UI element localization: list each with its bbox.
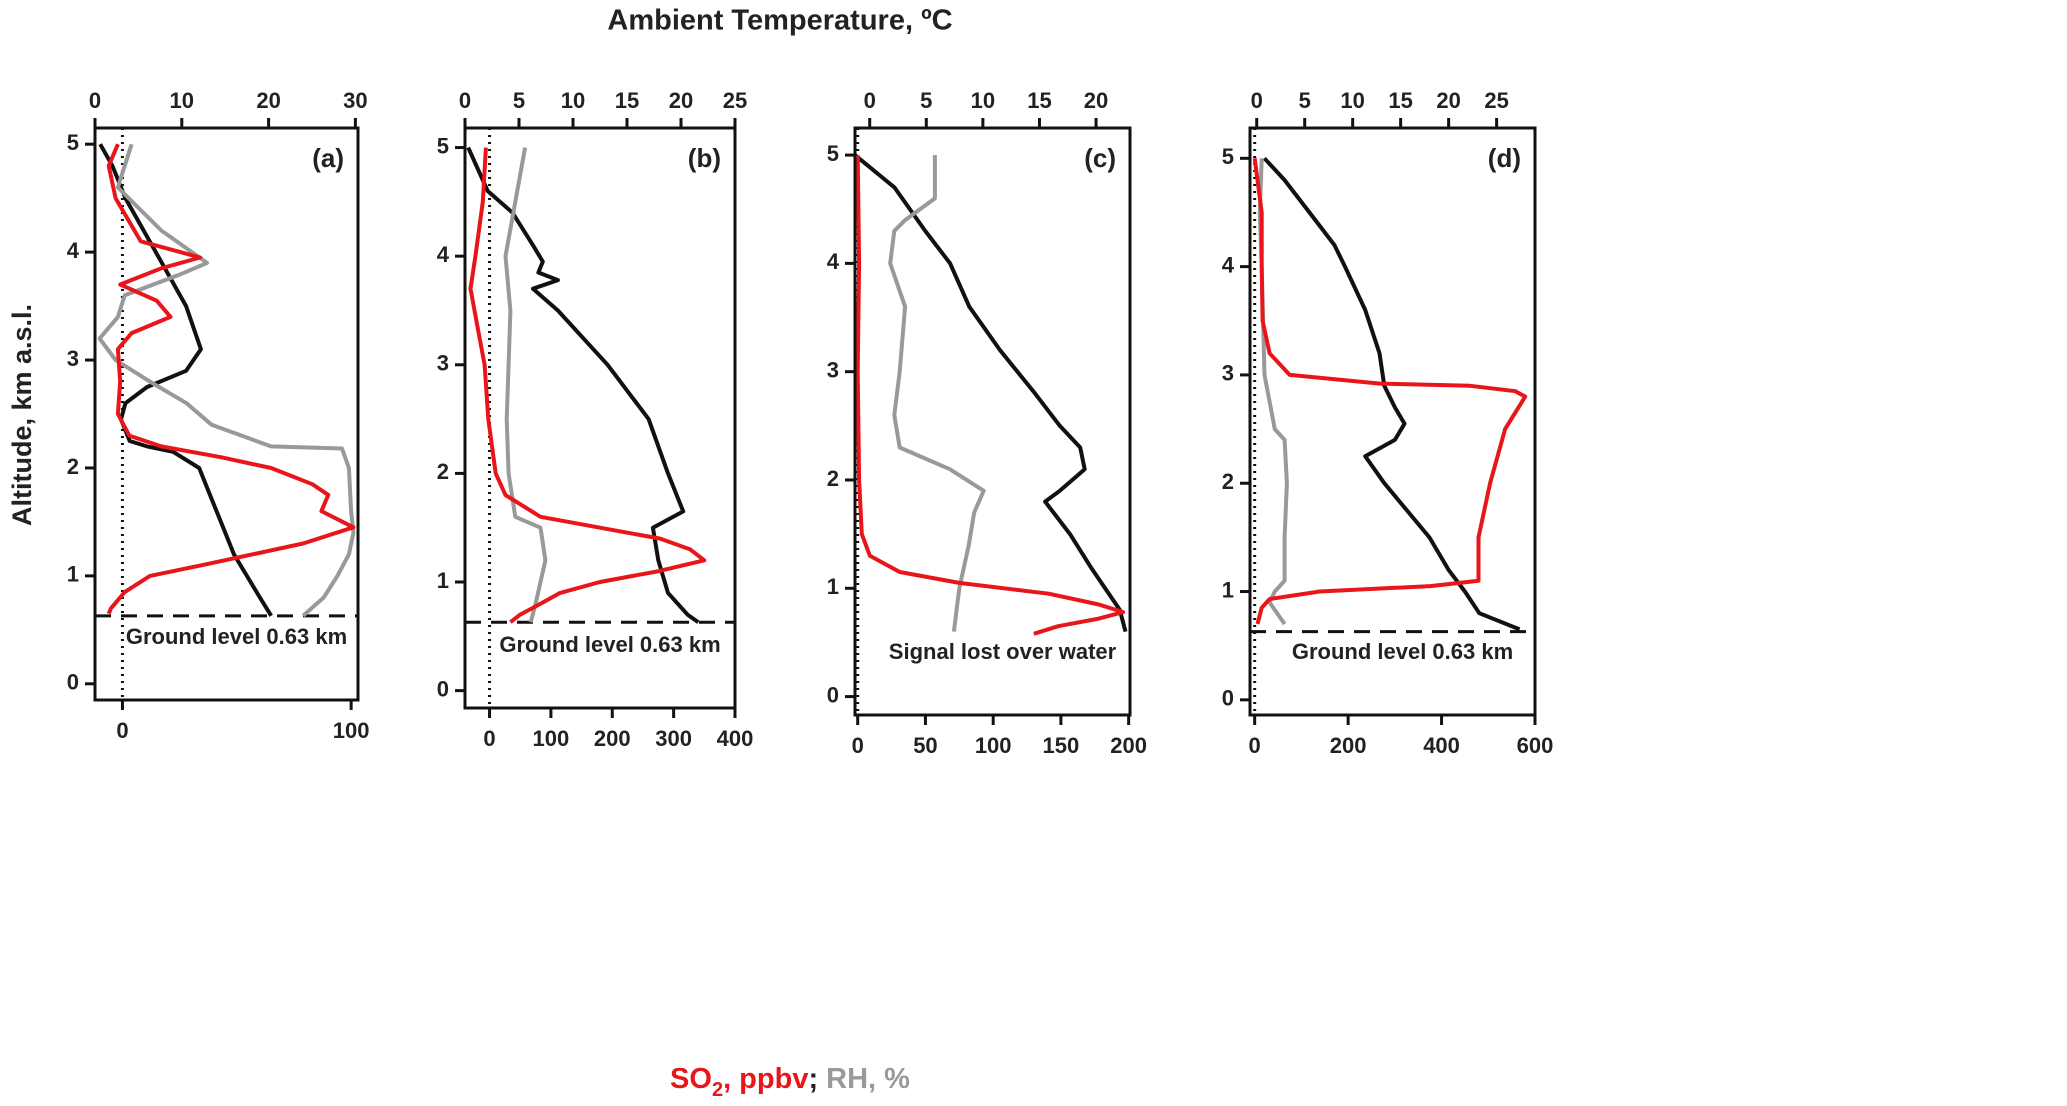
label-part: RH, % (826, 1063, 910, 1095)
y-tick-label: 4 (1222, 252, 1235, 277)
x-tick-label: 600 (1517, 733, 1554, 758)
x-tick-label: 0 (852, 733, 864, 758)
panel: 0 1 2 3 4 5 0 200 400 600 0 5 10 15 20 25 (d) Ground leve… (1222, 88, 1554, 758)
y-tick-label: 0 (1222, 686, 1234, 711)
x2-tick-label: 30 (343, 88, 367, 113)
y-tick-label: 2 (67, 454, 79, 479)
x2-tick-label: 0 (459, 88, 471, 113)
x-tick-label: 0 (483, 726, 495, 751)
x2-tick-label: 5 (1299, 88, 1311, 113)
profile-line (466, 146, 700, 624)
x2-tick-label: 25 (1484, 88, 1508, 113)
y-tick-label: 0 (827, 682, 839, 707)
x-tick-label: 300 (655, 726, 692, 751)
x2-tick-label: 0 (89, 88, 101, 113)
x-tick-label: 400 (717, 726, 754, 751)
x-tick-label: 150 (1043, 733, 1080, 758)
profile-line (853, 153, 1128, 633)
y-tick-label: 5 (437, 133, 449, 158)
x-tick-label: 100 (975, 733, 1012, 758)
profile-line (1252, 158, 1528, 625)
profile-line (855, 155, 1126, 636)
x-tick-label: 0 (1249, 733, 1261, 758)
y-tick-label: 0 (437, 676, 449, 701)
x2-tick-label: 10 (971, 88, 995, 113)
y-tick-label: 2 (1222, 469, 1234, 494)
y-tick-label: 1 (827, 574, 839, 599)
y-tick-label: 1 (67, 562, 79, 587)
profile-line (468, 147, 707, 624)
x2-tick-label: 0 (864, 88, 876, 113)
annotation: Ground level 0.63 km (126, 624, 347, 649)
x2-tick-label: 5 (513, 88, 525, 113)
annotation: Signal lost over water (889, 639, 1117, 664)
x2-tick-label: 15 (1388, 88, 1412, 113)
y-tick-label: 3 (1222, 361, 1234, 386)
x-tick-label: 0 (116, 718, 128, 743)
profile-line (106, 143, 356, 615)
y-tick-label: 4 (437, 242, 450, 267)
x-tick-label: 50 (913, 733, 937, 758)
panel-label: (a) (312, 143, 344, 173)
label-part: ; (808, 1063, 826, 1095)
y-tick-label: 3 (437, 351, 449, 376)
x-tick-label: 200 (594, 726, 631, 751)
y-tick-label: 2 (827, 466, 839, 491)
y-tick-label: 3 (827, 357, 839, 382)
label-part: , ppbv (723, 1063, 808, 1095)
y-tick-label: 0 (67, 670, 79, 695)
panel-frame (463, 126, 737, 710)
x-tick-label: 100 (333, 718, 370, 743)
label-part: SO (670, 1063, 712, 1095)
x-tick-label: 200 (1330, 733, 1367, 758)
label-part: 2 (712, 1079, 723, 1101)
x2-tick-label: 10 (170, 88, 194, 113)
y-tick-label: 2 (437, 459, 449, 484)
x2-tick-label: 20 (1084, 88, 1108, 113)
x2-tick-label: 20 (669, 88, 693, 113)
x2-tick-label: 10 (1340, 88, 1364, 113)
y-tick-label: 4 (827, 249, 840, 274)
y-tick-label: 5 (1222, 144, 1234, 169)
y-tick-label: 1 (437, 568, 449, 593)
annotation: Ground level 0.63 km (1292, 639, 1513, 664)
profile-line (97, 143, 356, 618)
panel-label: (c) (1084, 143, 1116, 173)
y-tick-label: 3 (67, 346, 79, 371)
panel-label: (b) (688, 143, 721, 173)
top-axis-title: Ambient Temperature, ºC (607, 5, 952, 37)
profile-line (1257, 158, 1289, 626)
y-tick-label: 4 (67, 238, 80, 263)
panel-frame (1248, 126, 1537, 717)
x-tick-label: 400 (1423, 733, 1460, 758)
profile-line (1262, 156, 1521, 632)
y-tick-label: 1 (1222, 577, 1234, 602)
y-axis-title: Altitude, km a.s.l. (7, 304, 37, 526)
panel-label: (d) (1488, 143, 1521, 173)
x2-tick-label: 15 (1027, 88, 1051, 113)
x2-tick-label: 0 (1251, 88, 1263, 113)
profile-line (888, 155, 986, 632)
x2-tick-label: 10 (561, 88, 585, 113)
profile-line (503, 147, 548, 623)
x2-tick-label: 15 (615, 88, 639, 113)
panel-frame (93, 126, 360, 702)
x-tick-label: 100 (533, 726, 570, 751)
panel-frame (853, 126, 1132, 717)
x2-tick-label: 5 (920, 88, 932, 113)
x2-tick-label: 20 (1436, 88, 1460, 113)
x2-tick-label: 20 (256, 88, 280, 113)
y-tick-label: 5 (827, 141, 839, 166)
bottom-axis-title: SO2, ppbv; RH, % (670, 1063, 910, 1102)
y-tick-label: 5 (67, 130, 79, 155)
annotation: Ground level 0.63 km (499, 632, 720, 657)
x-tick-label: 200 (1110, 733, 1147, 758)
x2-tick-label: 25 (723, 88, 747, 113)
